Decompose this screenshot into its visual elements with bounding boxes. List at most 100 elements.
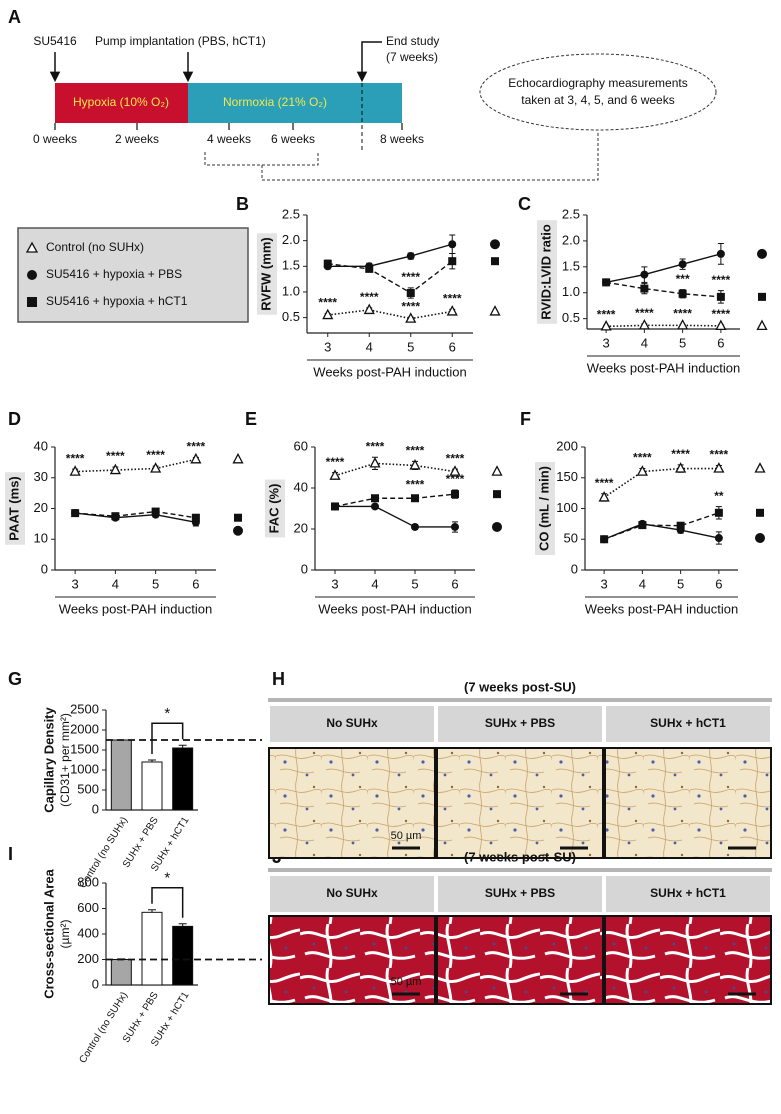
point <box>636 465 648 476</box>
y-tick-label: 150 <box>556 469 578 484</box>
week-label: 2 weeks <box>115 132 159 146</box>
point <box>371 502 379 511</box>
series-line <box>327 260 453 294</box>
end-symbol <box>489 305 501 316</box>
y-tick-label: 40 <box>34 438 48 453</box>
y-tick-label: 0.5 <box>562 310 580 325</box>
end-symbol <box>756 319 768 331</box>
x-axis-label: Weeks post-PAH induction <box>587 360 740 375</box>
x-axis-label: Weeks post-PAH induction <box>59 601 212 616</box>
end-symbol <box>755 533 765 544</box>
event-label: Pump implantation (PBS, hCT1) <box>95 34 266 48</box>
y-tick-label: 2.5 <box>282 206 300 221</box>
significance: **** <box>66 451 85 465</box>
panel-letter: B <box>236 194 249 214</box>
y-axis-label: (µm²) <box>58 920 72 949</box>
point <box>411 494 419 503</box>
y-tick-label: 0 <box>301 561 308 576</box>
significance: **** <box>401 299 420 313</box>
point <box>448 240 457 249</box>
legend-symbol <box>27 297 37 307</box>
point <box>371 494 379 503</box>
y-tick-label: 2500 <box>70 701 99 716</box>
point <box>638 318 650 330</box>
series-line <box>603 467 719 499</box>
significance: **** <box>712 307 731 321</box>
point <box>676 521 685 530</box>
x-tick-label: 4 <box>112 576 119 591</box>
significance: **** <box>635 306 654 320</box>
point <box>365 264 374 273</box>
micrograph <box>604 915 772 1005</box>
column-header: SUHx + hCT1 <box>650 886 726 900</box>
phase-bar <box>188 83 402 123</box>
legend-symbol <box>25 241 39 253</box>
point <box>448 257 457 266</box>
x-tick-label: 3 <box>72 576 79 591</box>
event-label: SU5416 <box>33 34 77 48</box>
panel-letter: C <box>518 194 531 214</box>
end-symbol <box>234 513 242 522</box>
significance: * <box>164 705 170 722</box>
phase-label: Hypoxia (10% O₂) <box>73 95 169 109</box>
series-line <box>334 493 456 508</box>
series-line <box>327 309 453 320</box>
y-tick-label: 1500 <box>70 741 99 756</box>
note-text: taken at 3, 4, 5, and 6 weeks <box>521 93 674 107</box>
panel-letter: I <box>8 844 13 864</box>
point <box>451 490 459 499</box>
bar <box>172 925 194 986</box>
significance: **** <box>446 472 465 486</box>
error-bar <box>148 759 156 762</box>
x-tick-label: Control (no SUHx) <box>77 990 130 1065</box>
point <box>713 462 725 473</box>
series-line <box>605 253 722 284</box>
event-arrow <box>356 41 382 83</box>
series-line <box>606 281 721 298</box>
micrograph <box>268 915 436 1005</box>
point <box>323 259 332 268</box>
x-tick-label: 4 <box>366 339 373 354</box>
significance: **** <box>406 444 425 458</box>
event-label: (7 weeks) <box>386 50 438 64</box>
point <box>111 512 120 521</box>
y-tick-label: 100 <box>556 500 578 515</box>
end-symbol <box>491 257 499 266</box>
column-header: No SUHx <box>326 886 378 900</box>
point <box>675 462 687 473</box>
error-bar <box>178 744 187 748</box>
x-tick-label: 5 <box>677 576 684 591</box>
x-axis-label: Weeks post-PAH induction <box>313 364 466 379</box>
y-label-bg <box>537 220 557 324</box>
y-tick-label: 0 <box>92 801 99 816</box>
week-label: 0 weeks <box>33 132 77 146</box>
y-tick-label: 0 <box>41 561 48 576</box>
y-tick-label: 0 <box>92 976 99 991</box>
significance: ** <box>714 489 724 503</box>
scale-label: 50 µm <box>391 976 422 988</box>
x-tick-label: 6 <box>717 335 724 350</box>
panel-letter: H <box>272 669 285 689</box>
note-ellipse <box>479 53 717 131</box>
end-symbol <box>490 239 500 250</box>
y-tick-label: 1.5 <box>282 258 300 273</box>
y-axis-label: PAAT (ms) <box>6 476 21 541</box>
significance-bracket <box>151 887 184 918</box>
bar <box>110 739 132 811</box>
y-tick-label: 500 <box>77 781 99 796</box>
connector <box>204 131 599 181</box>
timeline: SU5416 Pump implantation (PBS, hCT1) End… <box>33 34 717 181</box>
scale-label: 50 µm <box>391 830 422 842</box>
bar <box>141 761 163 811</box>
y-tick-label: 800 <box>77 874 99 889</box>
y-tick-label: 1.0 <box>282 283 300 298</box>
header-rule <box>268 868 772 872</box>
x-tick-label: 5 <box>152 576 159 591</box>
y-axis-label: FAC (%) <box>266 484 281 534</box>
point <box>369 457 381 468</box>
significance: **** <box>633 451 652 465</box>
point <box>715 319 727 331</box>
legend-label: Control (no SUHx) <box>46 240 144 254</box>
point <box>602 278 611 287</box>
end-symbol <box>493 490 501 499</box>
